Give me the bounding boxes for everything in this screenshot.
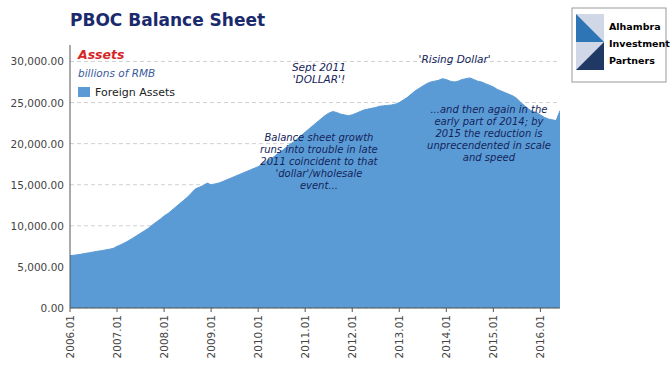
x-tick: [399, 308, 400, 312]
legend-swatch: [78, 87, 90, 97]
x-tick: [493, 308, 494, 312]
x-tick-label: 2016.01: [534, 315, 546, 358]
y-tick-label: 0.00: [41, 302, 64, 314]
x-tick-label: 2013.01: [393, 315, 405, 358]
annotation: Sept 2011'DOLLAR'!: [292, 61, 346, 86]
x-tick: [305, 308, 306, 312]
annotation: Balance sheet growthruns into trouble in…: [260, 132, 378, 191]
x-tick-label: 2008.01: [158, 315, 170, 358]
x-tick-label: 2015.01: [487, 315, 499, 358]
logo-icon: [576, 42, 604, 70]
grid-line: [70, 308, 560, 309]
x-tick: [258, 308, 259, 312]
area: [70, 78, 560, 308]
annotation: 'Rising Dollar': [419, 53, 491, 65]
x-tick: [70, 308, 71, 312]
title: PBOC Balance Sheet: [70, 10, 265, 30]
section-label: Assets: [77, 47, 124, 62]
logo-text: AlhambraInvestmentPartners: [609, 21, 670, 66]
x-tick: [164, 308, 165, 312]
x-tick-label: 2012.01: [346, 315, 358, 358]
chart: 0.00 5,000.00 10,000.00 15,000.00 20,000.00 2…: [0, 0, 671, 382]
y-tick-label: 30,000.00: [11, 55, 64, 67]
x-axis-line: [70, 308, 560, 309]
x-tick: [211, 308, 212, 312]
x-tick-label: 2011.01: [299, 315, 311, 358]
legend-label: Foreign Assets: [95, 86, 175, 99]
x-tick: [540, 308, 541, 312]
x-tick-label: 2010.01: [252, 315, 264, 358]
y-tick-label: 5,000.00: [17, 261, 64, 273]
y-tick-label: 25,000.00: [11, 97, 64, 109]
x-tick: [446, 308, 447, 312]
plot-area: [70, 78, 560, 308]
annotation: ...and then again in theearly part of 20…: [427, 104, 551, 163]
y-tick-label: 10,000.00: [11, 220, 64, 232]
x-tick-label: 2009.01: [205, 315, 217, 358]
x-tick-label: 2006.01: [64, 315, 76, 358]
subtitle: billions of RMB: [78, 67, 155, 79]
logo: AlhambraInvestmentPartners: [572, 8, 670, 82]
x-tick-label: 2014.01: [440, 315, 452, 358]
x-tick-label: 2007.01: [111, 315, 123, 358]
x-tick: [117, 308, 118, 312]
logo-icon: [576, 14, 604, 70]
logo-icon: [576, 14, 604, 42]
y-axis-line: [70, 45, 71, 308]
x-tick: [352, 308, 353, 312]
y-tick-label: 20,000.00: [11, 138, 64, 150]
y-tick-label: 15,000.00: [11, 179, 64, 191]
